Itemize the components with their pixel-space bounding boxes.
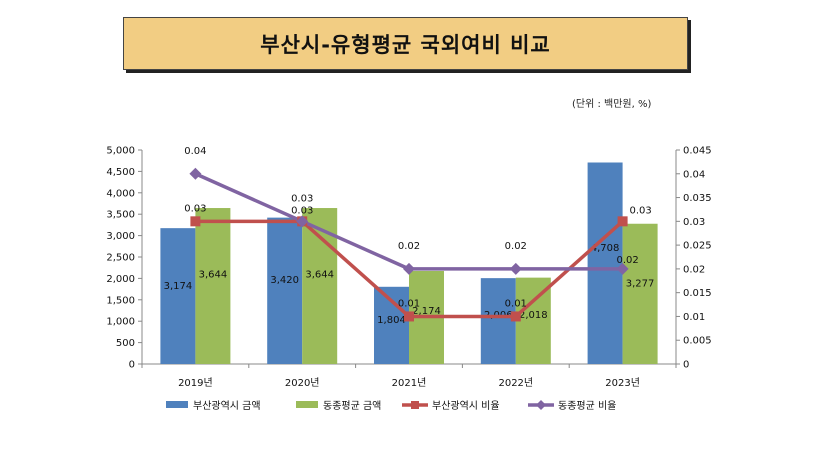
bar-busan bbox=[267, 217, 303, 364]
line-data-label: 0.03 bbox=[184, 203, 206, 214]
line-marker-similar bbox=[296, 215, 309, 228]
line-data-label: 0.01 bbox=[398, 298, 420, 309]
line-marker-busan bbox=[190, 216, 201, 227]
bar-data-label: 3,174 bbox=[164, 281, 193, 292]
left-axis-tick-label: 1,500 bbox=[106, 295, 135, 306]
right-axis-tick-label: 0.015 bbox=[683, 288, 712, 299]
bar-busan bbox=[160, 228, 196, 364]
line-data-label: 0.01 bbox=[505, 298, 527, 309]
left-axis-tick-label: 2,000 bbox=[106, 274, 135, 285]
line-marker-similar bbox=[616, 262, 629, 275]
bar-busan bbox=[480, 278, 516, 364]
left-axis-tick-label: 2,500 bbox=[106, 253, 135, 264]
line-marker-busan bbox=[404, 311, 414, 322]
line-data-label: 0.02 bbox=[616, 255, 638, 266]
bar-data-label: 2,018 bbox=[519, 310, 548, 321]
bar-busan bbox=[587, 162, 623, 364]
x-axis-tick-label: 2019년 bbox=[178, 377, 213, 389]
line-marker-similar bbox=[403, 262, 415, 275]
x-axis-tick-label: 2023년 bbox=[605, 377, 640, 389]
right-axis-tick-label: 0.03 bbox=[683, 217, 705, 228]
right-axis-tick-label: 0.005 bbox=[683, 336, 712, 347]
right-axis-tick-label: 0.04 bbox=[683, 169, 705, 180]
left-axis-tick-label: 1,000 bbox=[106, 317, 135, 328]
x-axis-tick-label: 2020년 bbox=[285, 377, 320, 389]
right-axis-tick-label: 0.035 bbox=[683, 193, 712, 204]
bar-similar bbox=[302, 208, 338, 364]
legend-swatch bbox=[166, 401, 188, 408]
left-axis-tick-label: 4,000 bbox=[106, 188, 135, 199]
left-axis-tick-label: 3,500 bbox=[106, 210, 135, 221]
left-axis-tick-label: 500 bbox=[116, 338, 135, 349]
line-marker-similar bbox=[509, 262, 522, 275]
bar-data-label: 3,644 bbox=[199, 270, 228, 281]
left-axis-tick-label: 4,500 bbox=[106, 167, 135, 178]
legend-marker bbox=[411, 401, 419, 409]
bar-similar bbox=[195, 208, 231, 364]
line-data-label: 0.03 bbox=[291, 205, 313, 216]
line-marker-similar bbox=[189, 167, 202, 180]
right-axis-tick-label: 0.025 bbox=[683, 241, 712, 252]
right-axis-tick-label: 0.01 bbox=[683, 312, 705, 323]
bar-data-label: 3,277 bbox=[626, 279, 655, 290]
left-axis-tick-label: 3,000 bbox=[106, 231, 135, 242]
legend-label: 부산광역시 비율 bbox=[432, 400, 500, 412]
x-axis-tick-label: 2021년 bbox=[392, 377, 427, 389]
bar-data-label: 2,174 bbox=[412, 306, 441, 317]
chart-title: 부산시-유형평균 국외여비 비교 bbox=[260, 32, 551, 57]
right-axis-tick-label: 0.045 bbox=[683, 146, 712, 157]
right-axis-tick-label: 0 bbox=[683, 360, 689, 371]
legend-label: 부산광역시 금액 bbox=[193, 400, 261, 412]
x-axis-tick-label: 2022년 bbox=[498, 377, 533, 389]
bar-data-label: 3,644 bbox=[305, 270, 334, 281]
legend-label: 동종평균 금액 bbox=[323, 400, 381, 412]
bar-similar bbox=[622, 223, 658, 364]
bar-data-label: 1,804 bbox=[377, 315, 406, 326]
legend-swatch bbox=[296, 401, 318, 408]
legend-label: 동종평균 비율 bbox=[558, 400, 616, 412]
bar-data-label: 4,708 bbox=[591, 243, 620, 254]
line-data-label: 0.02 bbox=[505, 241, 527, 252]
chart-title-box: 부산시-유형평균 국외여비 비교 bbox=[123, 17, 688, 70]
unit-note: (단위 : 백만원, %) bbox=[572, 99, 652, 110]
right-axis-tick-label: 0.02 bbox=[683, 264, 705, 275]
line-data-label: 0.03 bbox=[629, 205, 651, 216]
left-axis-tick-label: 0 bbox=[129, 360, 135, 371]
left-axis-tick-label: 5,000 bbox=[106, 146, 135, 157]
line-marker-busan bbox=[510, 311, 521, 322]
line-marker-busan bbox=[617, 216, 628, 227]
line-data-label: 0.03 bbox=[291, 193, 313, 204]
line-data-label: 0.04 bbox=[184, 146, 206, 157]
legend-marker bbox=[536, 400, 546, 410]
line-data-label: 0.02 bbox=[398, 241, 420, 252]
bar-data-label: 3,420 bbox=[270, 275, 299, 286]
